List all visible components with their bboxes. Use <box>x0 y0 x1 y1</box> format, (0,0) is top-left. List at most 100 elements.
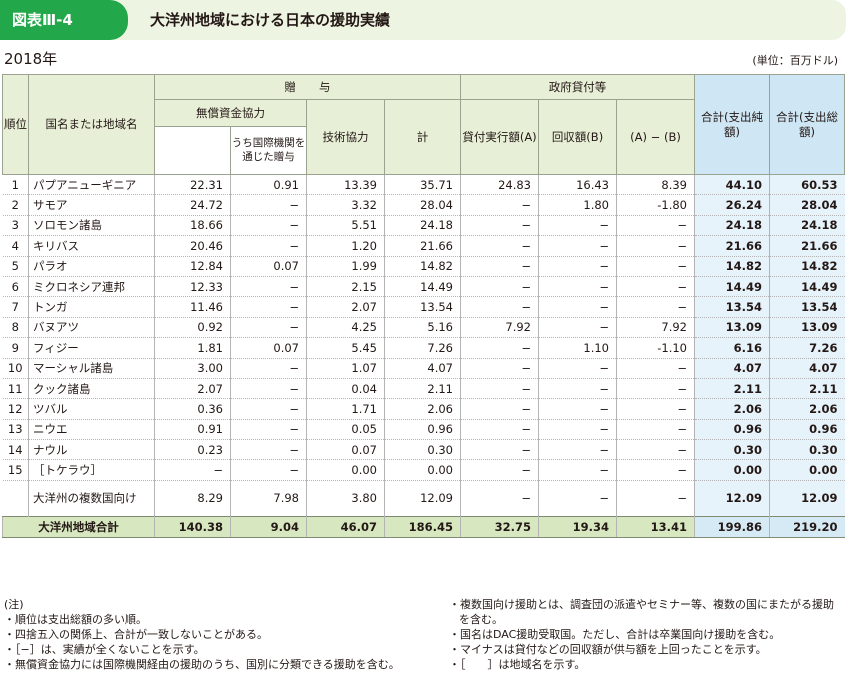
a-minus-b-cell: − <box>616 358 695 379</box>
header-disbursed: 貸付実行額(A) <box>460 99 539 175</box>
grant-cell: 0.91 <box>154 419 231 441</box>
grant-cell: 20.46 <box>154 235 231 257</box>
gross-cell: 21.66 <box>769 235 845 257</box>
disbursed-cell: − <box>460 358 539 379</box>
via-intl-cell: − <box>230 194 307 216</box>
disbursed-cell: − <box>460 439 539 461</box>
notes-left: (注) ・順位は支出総額の多い順。・四捨五入の関係上、合計が一致しないことがある。… <box>4 597 434 672</box>
net-cell: 12.09 <box>694 480 770 517</box>
subtotal-cell: 24.18 <box>384 215 461 237</box>
total-label: 大洋州地域合計 <box>2 515 155 538</box>
tech-cell: 3.80 <box>306 480 385 517</box>
rank-cell: 15 <box>2 459 29 481</box>
grant-cell: 0.92 <box>154 317 231 339</box>
tech-cell: 0.04 <box>306 378 385 400</box>
country-cell: ［トケラウ］ <box>28 459 155 481</box>
note-line: ・無償資金協力には国際機関経由の援助のうち、国別に分類できる援助を含む。 <box>4 658 400 671</box>
figure-title: 大洋州地域における日本の援助実績 <box>150 11 391 29</box>
a-minus-b-cell: − <box>616 419 695 441</box>
grant-cell: 1.81 <box>154 337 231 359</box>
rank-cell <box>2 480 29 517</box>
tech-cell: 4.25 <box>306 317 385 339</box>
recovered-cell: − <box>538 378 617 400</box>
recovered-cell: − <box>538 256 617 277</box>
table-row: 7 トンガ 11.46−2.07 13.54− − −13.54 13.54 <box>2 296 845 318</box>
disbursed-cell: − <box>460 296 539 318</box>
gross-cell: 14.49 <box>769 276 845 298</box>
disbursed-cell: − <box>460 235 539 257</box>
net-cell: 24.18 <box>694 215 770 237</box>
grant-cell: 18.66 <box>154 215 231 237</box>
gross-cell: 60.53 <box>769 174 845 196</box>
a-minus-b-cell: − <box>616 439 695 461</box>
via-intl-cell: − <box>230 378 307 400</box>
note-line: ・四捨五入の関係上、合計が一致しないことがある。 <box>4 628 268 641</box>
grant-cell: 22.31 <box>154 174 231 196</box>
gross-cell: 14.82 <box>769 256 845 277</box>
gross-cell: 28.04 <box>769 194 845 216</box>
total-net-cell: 199.86 <box>694 515 770 538</box>
country-cell: バヌアツ <box>28 317 155 339</box>
country-cell: ニウエ <box>28 419 155 441</box>
rank-cell: 3 <box>2 215 29 237</box>
net-cell: 14.82 <box>694 256 770 277</box>
disbursed-cell: − <box>460 256 539 277</box>
header-rank: 順位 <box>2 74 29 175</box>
gross-cell: 0.96 <box>769 419 845 441</box>
recovered-cell: − <box>538 480 617 517</box>
net-cell: 0.96 <box>694 419 770 441</box>
header-country: 国名または地域名 <box>28 74 155 175</box>
gross-cell: 0.30 <box>769 439 845 461</box>
table-row: 3 ソロモン諸島 18.66−5.51 24.18− − −24.18 24.18 <box>2 215 845 237</box>
header-gift: 贈 与 <box>154 74 461 100</box>
a-minus-b-cell: − <box>616 235 695 257</box>
total-grant-cell: 140.38 <box>154 515 231 538</box>
note-line: ・順位は支出総額の多い順。 <box>4 613 147 626</box>
table-body: 1 パプアニューギニア 22.31 0.91 13.39 35.71 24.83 16.43 8… <box>2 174 845 538</box>
rank-cell: 14 <box>2 439 29 461</box>
header-a-minus-b: (A) − (B) <box>616 99 695 175</box>
header-tech: 技術協力 <box>306 99 385 175</box>
disbursed-cell: 24.83 <box>460 174 539 196</box>
disbursed-cell: − <box>460 419 539 441</box>
subtotal-cell: 7.26 <box>384 337 461 359</box>
a-minus-b-cell: 8.39 <box>616 174 695 196</box>
recovered-cell: − <box>538 419 617 441</box>
via-intl-cell: 0.91 <box>230 174 307 196</box>
tech-cell: 1.71 <box>306 398 385 420</box>
rank-cell: 13 <box>2 419 29 441</box>
tech-cell: 0.05 <box>306 419 385 441</box>
total-via-intl-cell: 9.04 <box>230 515 307 538</box>
rank-cell: 1 <box>2 174 29 196</box>
recovered-cell: 16.43 <box>538 174 617 196</box>
grant-cell: 0.23 <box>154 439 231 461</box>
note-line: (注) <box>4 598 24 611</box>
gross-cell: 4.07 <box>769 358 845 379</box>
subtotal-cell: 28.04 <box>384 194 461 216</box>
country-cell: トンガ <box>28 296 155 318</box>
recovered-cell: − <box>538 398 617 420</box>
header-net-total: 合計(支出純額) <box>694 74 770 175</box>
disbursed-cell: − <box>460 378 539 400</box>
grant-cell: 0.36 <box>154 398 231 420</box>
table-row: 10 マーシャル諸島 3.00−1.07 4.07− − −4.07 4.07 <box>2 358 845 379</box>
grant-cell: 3.00 <box>154 358 231 379</box>
country-cell: マーシャル諸島 <box>28 358 155 379</box>
table-row: 15 ［トケラウ］ − −0.00 0.00− − −0.00 0.00 <box>2 459 845 481</box>
tech-cell: 3.32 <box>306 194 385 216</box>
header-subtotal: 計 <box>384 99 461 175</box>
recovered-cell: 1.10 <box>538 337 617 359</box>
net-cell: 4.07 <box>694 358 770 379</box>
title-band <box>0 0 846 40</box>
via-intl-cell: − <box>230 419 307 441</box>
note-line: ・マイナスは貸付などの回収額が供与額を上回ったことを示す。 <box>449 643 767 656</box>
table-row: 12 ツバル 0.36−1.71 2.06− − −2.06 2.06 <box>2 398 845 420</box>
a-minus-b-cell: − <box>616 276 695 298</box>
disbursed-cell: − <box>460 398 539 420</box>
total-row: 大洋州地域合計 140.38 9.04 46.07 186.45 32.75 19.34 13… <box>2 515 845 538</box>
gross-cell: 0.00 <box>769 459 845 481</box>
subtotal-cell: 35.71 <box>384 174 461 196</box>
net-cell: 0.30 <box>694 439 770 461</box>
country-cell: ナウル <box>28 439 155 461</box>
recovered-cell: − <box>538 439 617 461</box>
